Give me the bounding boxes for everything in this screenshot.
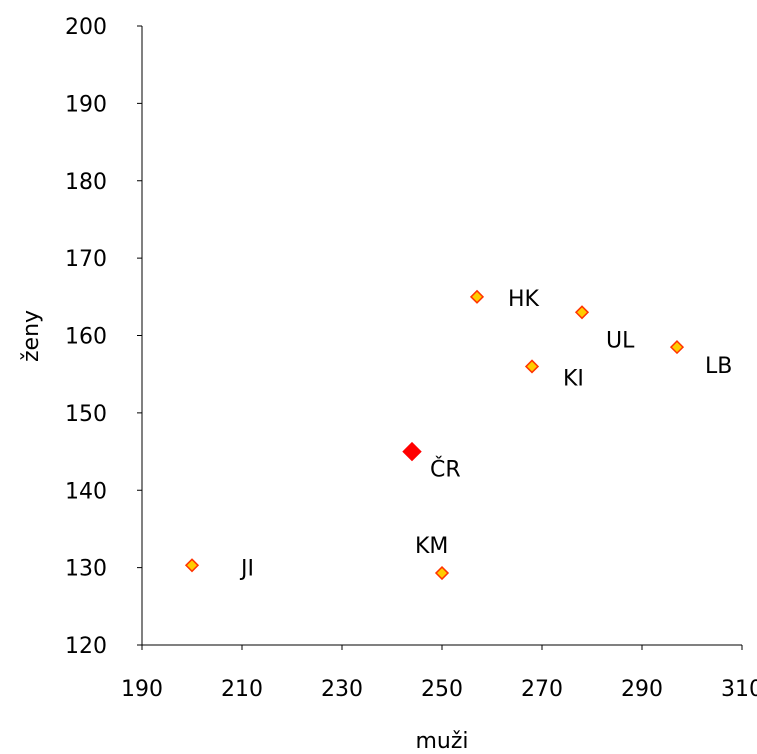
y-tick-labels: 120 130 140 150 160 170 180 190 200 [65,15,142,659]
x-axis-title: muži [415,729,468,754]
y-tick-label: 150 [65,402,107,427]
x-tick-label: 250 [421,677,463,702]
data-label: HK [508,287,540,312]
y-tick-label: 160 [65,325,107,350]
data-point-ki [524,359,540,374]
y-tick-label: 190 [65,92,107,117]
data-label: LB [705,354,732,379]
data-label: UL [606,328,635,353]
x-tick-label: 210 [221,677,263,702]
x-tick-label: 290 [621,677,663,702]
y-axis-title: ženy [19,310,44,362]
y-tick-label: 170 [65,247,107,272]
y-tick-label: 130 [65,557,107,582]
x-tick-labels: 190 210 230 250 270 290 310 [121,645,757,702]
x-tick-label: 270 [521,677,563,702]
x-tick-label: 310 [721,677,757,702]
data-point-hk [469,289,485,304]
y-tick-label: 120 [65,634,107,659]
data-point-čr [402,441,422,462]
data-label: JI [239,556,254,581]
data-point-ji [184,558,200,573]
data-point-km [434,565,450,581]
data-label: ČR [430,457,461,483]
y-tick-label: 180 [65,170,107,195]
data-label: KM [415,534,448,559]
data-label: KI [563,366,584,391]
data-point-lb [669,340,685,355]
x-tick-label: 190 [121,677,163,702]
y-tick-label: 200 [65,15,107,40]
data-point-ul [574,305,590,320]
x-tick-label: 230 [321,677,363,702]
data-points: HK UL LB KI ČR JI KM [184,287,732,581]
y-tick-label: 140 [65,479,107,504]
